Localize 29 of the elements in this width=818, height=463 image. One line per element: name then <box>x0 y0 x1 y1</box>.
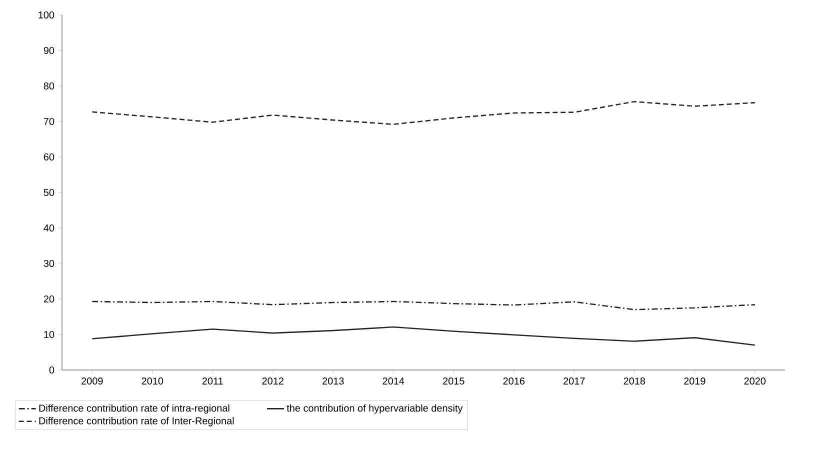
y-tick-label: 90 <box>44 46 54 54</box>
x-tick-label: 2010 <box>142 378 164 385</box>
line-series <box>91 100 756 125</box>
x-tick-label: 2014 <box>382 378 404 385</box>
x-tick-label: 2020 <box>744 378 766 385</box>
line-series <box>91 300 756 310</box>
x-tick-label: 2009 <box>82 378 103 385</box>
x-tick-label: 2015 <box>443 378 464 385</box>
x-tick-label: 2016 <box>503 378 525 385</box>
y-tick-label: 60 <box>44 153 54 161</box>
line-series <box>91 326 756 346</box>
y-tick-label: 80 <box>44 82 54 90</box>
y-tick-label: 100 <box>38 11 54 19</box>
x-tick-label: 2019 <box>684 378 706 385</box>
y-tick-label: 30 <box>44 260 54 268</box>
x-tick-label: 2011 <box>202 378 223 385</box>
y-tick-label: 70 <box>44 118 54 126</box>
y-tick-label: 0 <box>49 366 54 374</box>
y-tick-label: 10 <box>44 330 54 338</box>
legend-label: Difference contribution rate of Inter-Regional <box>39 417 234 426</box>
x-tick-label: 2018 <box>624 378 646 385</box>
y-tick-label: 50 <box>44 188 54 196</box>
y-tick-label: 40 <box>44 224 54 232</box>
x-tick-label: 2012 <box>262 378 284 385</box>
y-tick-label: 20 <box>44 295 54 303</box>
legend-label: Difference contribution rate of intra-regional <box>39 404 230 414</box>
legend-label: the contribution of hypervariable density <box>286 404 463 414</box>
x-tick-label: 2017 <box>564 378 585 385</box>
x-tick-label: 2013 <box>322 378 344 385</box>
